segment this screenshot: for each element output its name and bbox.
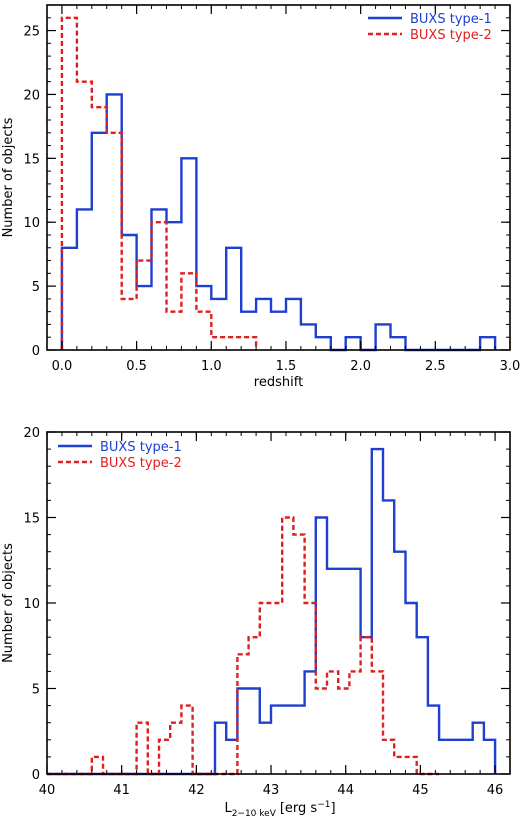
legend-label-type2: BUXS type-2 [100, 456, 182, 471]
x-tick-label: 1.5 [276, 359, 297, 374]
x-axis-title: L2−10 keV [erg s−1] [224, 800, 335, 819]
x-tick-label: 40 [39, 783, 56, 798]
y-tick-label: 5 [32, 280, 40, 295]
x-axis-title-main: L [224, 801, 232, 816]
x-axis-title-unit: [erg s [280, 801, 318, 816]
redshift-histogram-panel: 0.0 0.5 1.0 1.5 2.0 2.5 3.0 0 5 10 15 20 25 Number of… [1, 4, 520, 390]
x-tick-label: 42 [188, 783, 205, 798]
y-tick-label: 10 [23, 216, 40, 231]
x-tick-label: 45 [412, 783, 429, 798]
y-tick-label: 25 [23, 25, 40, 40]
y-axis-title: Number of objects [1, 543, 16, 663]
x-tick-label: 44 [337, 783, 354, 798]
y-tick-label: 10 [23, 597, 40, 612]
series-type1-histogram [60, 93, 497, 352]
legend-label-type1: BUXS type-1 [100, 440, 182, 455]
y-tick-label: 0 [32, 768, 40, 783]
x-tick-label: 3.0 [500, 359, 520, 374]
x-tick-label: 0.0 [52, 359, 73, 374]
x-tick-label: 0.5 [126, 359, 147, 374]
y-axis-title: Number of objects [1, 117, 16, 237]
x-tick-label: 43 [263, 783, 280, 798]
y-tick-label: 15 [23, 152, 40, 167]
legend-label-type2: BUXS type-2 [410, 28, 492, 43]
y-tick-label: 15 [23, 512, 40, 527]
x-axis-title-superscript: −1 [317, 800, 330, 810]
y-tick-label: 20 [23, 88, 40, 103]
x-axis-title-subscript: 2−10 keV [232, 809, 277, 819]
x-axis-title: redshift [254, 375, 303, 390]
x-tick-label: 46 [487, 783, 504, 798]
luminosity-histogram-panel: 40 41 42 43 44 45 46 0 5 10 15 20 Number of objects L… [1, 426, 511, 819]
x-tick-label: 2.5 [425, 359, 446, 374]
legend-label-type1: BUXS type-1 [410, 12, 492, 27]
y-tick-label: 20 [23, 426, 40, 441]
plot-frame [46, 4, 511, 351]
series-type2-histogram [47, 516, 440, 776]
series-type2-histogram [60, 16, 258, 350]
x-tick-label: 1.0 [201, 359, 222, 374]
series-type1-histogram [47, 447, 497, 776]
x-tick-label: 2.0 [350, 359, 371, 374]
x-tick-label: 41 [113, 783, 130, 798]
y-tick-label: 0 [32, 344, 40, 359]
y-tick-label: 5 [32, 683, 40, 698]
x-axis-title-close: ] [330, 801, 335, 816]
